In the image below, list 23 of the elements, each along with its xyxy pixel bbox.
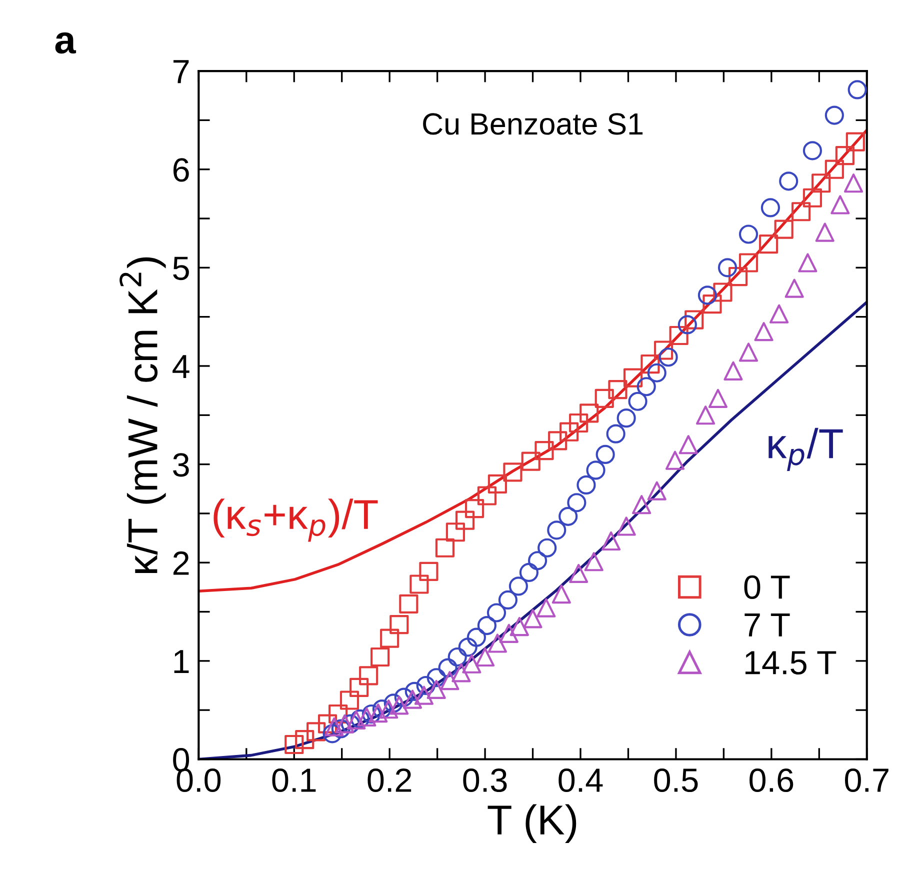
y-tick-label: 4	[172, 355, 190, 378]
x-tick-label: 0.1	[272, 768, 316, 792]
x-tick-label: 0.6	[750, 768, 794, 792]
y-tick-label: 3	[173, 453, 189, 477]
y-axis-title: κ/T (mW / cm K$^{2}$)	[120, 257, 166, 573]
legend-label: 0 T	[744, 575, 790, 599]
legend-label: 7 T	[744, 613, 790, 636]
series-label: (κ$_{s}$+κ$_{p}$)/T	[214, 498, 378, 542]
legend-label: 14.5 T	[746, 651, 836, 674]
series-label: κ$_{p}$/T	[768, 428, 843, 471]
y-tick-label: 2	[173, 551, 189, 575]
annotation: Cu Benzoate S1	[423, 113, 643, 135]
x-tick-label: 0.4	[558, 768, 603, 792]
y-tick-label: 1	[174, 650, 189, 674]
x-axis-title: T (K)	[488, 804, 576, 844]
y-tick-label: 5	[173, 256, 189, 280]
y-tick-label: 7	[174, 60, 189, 84]
x-tick-label: 0.2	[368, 768, 412, 792]
x-tick-label: 0.5	[654, 768, 698, 792]
y-tick-label: 6	[173, 158, 189, 182]
text: a	[55, 32, 76, 54]
x-tick-label: 0.7	[845, 768, 888, 792]
x-tick-label: 0.3	[463, 768, 507, 792]
